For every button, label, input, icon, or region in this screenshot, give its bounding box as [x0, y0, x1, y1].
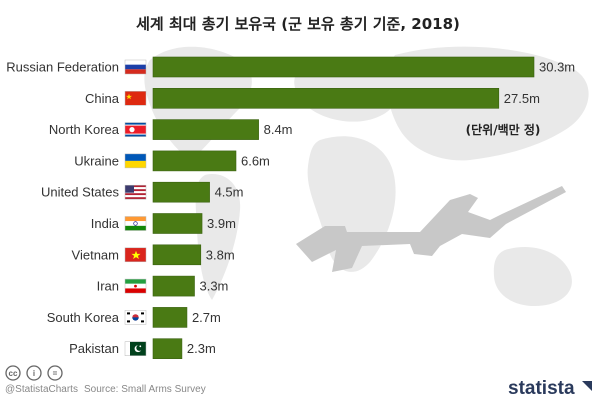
value-label: 30.3m	[539, 60, 575, 75]
rifle-silhouette	[296, 186, 566, 272]
bar	[152, 119, 259, 140]
flag-north-korea-icon	[124, 122, 147, 137]
svg-text:statista: statista	[508, 378, 575, 399]
svg-text:cc: cc	[9, 369, 18, 378]
category-label: Russian Federation	[6, 60, 119, 75]
chart-title: 세계 최대 총기 보유국 (군 보유 총기 기준, 2018)	[136, 15, 460, 33]
category-label: Vietnam	[72, 247, 119, 262]
bar	[152, 88, 500, 109]
bar	[152, 150, 237, 172]
statista-logo: statista	[508, 378, 592, 399]
category-label: United States	[41, 185, 120, 200]
bar	[152, 307, 188, 328]
flag-russia-icon	[124, 59, 147, 75]
svg-text:=: =	[53, 369, 58, 378]
category-label: North Korea	[49, 122, 120, 137]
no-derivatives-icon: =	[47, 365, 63, 381]
category-label: India	[91, 216, 120, 231]
source-note: Source: Small Arms Survey	[84, 384, 206, 395]
cc-icon: cc	[5, 365, 21, 381]
bar	[152, 338, 183, 360]
flag-ukraine-icon	[124, 153, 147, 169]
category-label: Ukraine	[74, 153, 119, 168]
statista-logo-mark	[582, 381, 592, 391]
bar-series: Russian Federation 30.3m China 27.5m North K…	[6, 56, 575, 360]
value-label: 2.7m	[192, 310, 221, 325]
statista-handle: @StatistaCharts	[5, 384, 78, 395]
attribution-icon: i	[26, 365, 42, 381]
flag-united-states-icon	[124, 184, 147, 200]
category-label: China	[85, 91, 120, 106]
license-icons: cc i =	[5, 365, 63, 381]
flag-pakistan-icon	[124, 341, 147, 356]
bar	[152, 181, 210, 203]
value-label: 6.6m	[241, 153, 270, 168]
flag-vietnam-icon	[124, 247, 147, 263]
value-label: 8.4m	[264, 122, 293, 137]
flag-india-icon	[124, 216, 147, 231]
value-label: 2.3m	[187, 341, 216, 356]
bar	[152, 244, 202, 266]
value-label: 27.5m	[504, 91, 540, 106]
bar	[152, 275, 195, 297]
category-label: South Korea	[47, 310, 120, 325]
category-label: Pakistan	[69, 341, 119, 356]
value-label: 3.8m	[206, 247, 235, 262]
svg-text:i: i	[33, 369, 35, 378]
bar	[152, 56, 535, 78]
bar	[152, 213, 203, 234]
unit-note: (단위/백만 정)	[466, 122, 541, 137]
value-label: 3.9m	[207, 216, 236, 231]
value-label: 4.5m	[215, 185, 244, 200]
category-label: Iran	[97, 279, 119, 294]
value-label: 3.3m	[199, 279, 228, 294]
world-map-background	[144, 46, 589, 306]
flag-south-korea-icon	[124, 310, 147, 325]
flag-iran-icon	[124, 278, 147, 294]
flag-china-icon	[124, 91, 147, 106]
